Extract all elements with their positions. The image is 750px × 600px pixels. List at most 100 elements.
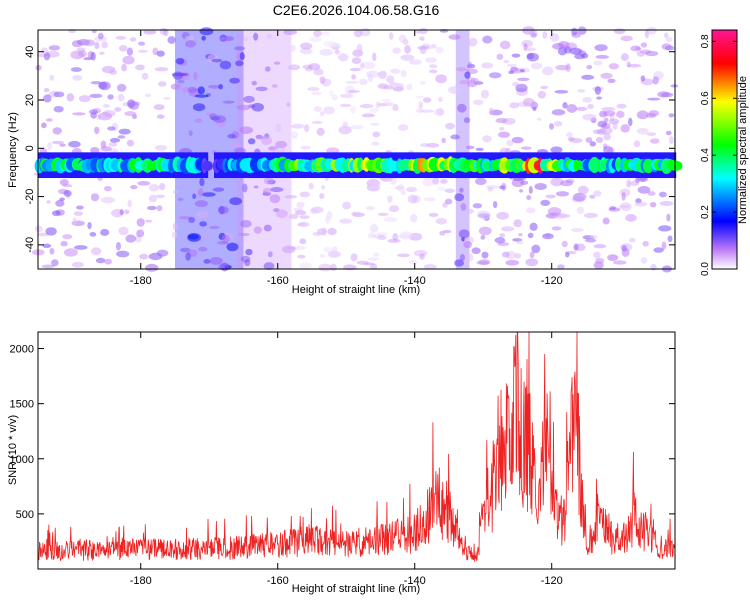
noise-speckle [136,218,145,227]
noise-speckle [448,86,462,94]
noise-speckle [107,126,116,131]
noise-speckle [94,41,100,50]
noise-speckle [487,186,494,192]
noise-speckle [593,60,603,66]
noise-speckle [372,52,377,62]
noise-speckle [501,226,515,232]
noise-speckle [542,66,554,76]
snr-y-tick-label: 500 [16,509,34,521]
noise-speckle [42,243,52,249]
noise-speckle [121,63,127,72]
noise-speckle [480,235,486,240]
noise-speckle [441,137,446,144]
noise-speckle [246,129,251,134]
noise-speckle [167,36,176,44]
noise-speckle [313,106,322,112]
noise-speckle [55,199,65,207]
noise-speckle [668,113,675,118]
noise-speckle [273,61,281,65]
noise-speckle [185,252,191,261]
noise-speckle [242,183,248,193]
spectrogram-y-tick-label: -20 [24,189,36,205]
noise-speckle [528,186,533,194]
noise-speckle [199,177,205,187]
noise-speckle [445,122,455,130]
snr-y-tick-label: 1500 [10,399,34,411]
noise-speckle [217,206,229,214]
noise-speckle [51,259,59,267]
noise-speckle [209,225,220,229]
noise-speckle [266,33,273,39]
noise-speckle [455,67,467,72]
noise-speckle [569,47,582,55]
noise-speckle [334,49,340,55]
noise-speckle [227,133,236,139]
noise-speckle [253,185,259,189]
noise-speckle [126,139,135,147]
noise-speckle [478,226,492,236]
noise-speckle [137,181,151,186]
noise-speckle [51,140,65,145]
noise-speckle [519,189,524,193]
noise-speckle [146,205,157,211]
noise-speckle [311,91,322,96]
noise-speckle [392,47,401,54]
noise-speckle [338,125,352,135]
noise-speckle [339,218,352,224]
noise-speckle [523,47,536,52]
noise-speckle [130,37,137,42]
noise-speckle [283,29,298,35]
noise-speckle [670,84,679,88]
noise-speckle [43,94,52,103]
noise-speckle [268,251,273,258]
spectrogram-ticks: -180 -160 -140 -120 -40 -20 0 20 40 [24,30,675,287]
noise-speckle [626,61,631,68]
noise-speckle [307,87,320,91]
noise-speckle [628,238,636,243]
spectrogram-x-tick-label: -140 [404,275,426,287]
noise-speckle [529,251,535,259]
noise-speckle [180,247,191,253]
noise-speckle [506,63,517,68]
noise-speckle [43,52,51,61]
noise-speckle [428,212,439,217]
noise-speckle [184,40,197,48]
noise-speckle [171,231,178,239]
noise-speckle [100,196,115,204]
noise-speckle [173,189,179,194]
noise-speckle [665,130,672,136]
noise-speckle [319,76,326,84]
noise-speckle [613,28,626,35]
noise-speckle [522,97,535,107]
colorbar-tick-label: 0.2 [700,205,711,219]
noise-speckle [222,100,235,104]
noise-speckle [118,128,131,135]
noise-speckle [263,262,275,271]
noise-speckle [637,185,651,194]
noise-speckle [240,220,252,228]
noise-speckle [576,206,585,215]
noise-speckle [90,80,102,85]
noise-speckle [203,259,211,264]
noise-speckle [640,75,646,82]
noise-speckle [45,227,57,236]
noise-speckle [621,248,630,257]
noise-speckle [356,44,363,52]
noise-speckle [126,47,134,56]
noise-speckle [405,186,418,193]
noise-speckle [422,177,435,187]
noise-speckle [499,233,506,238]
noise-speckle [124,111,137,117]
noise-speckle [531,244,541,254]
noise-speckle [460,203,467,211]
noise-speckle [158,81,167,87]
noise-speckle [520,68,526,73]
noise-speckle [437,186,446,191]
noise-speckle [350,124,364,130]
noise-speckle [115,241,121,251]
noise-speckle [274,146,286,153]
noise-speckle [154,67,169,72]
noise-speckle [586,65,593,70]
noise-speckle [116,250,130,258]
noise-speckle [319,111,325,117]
